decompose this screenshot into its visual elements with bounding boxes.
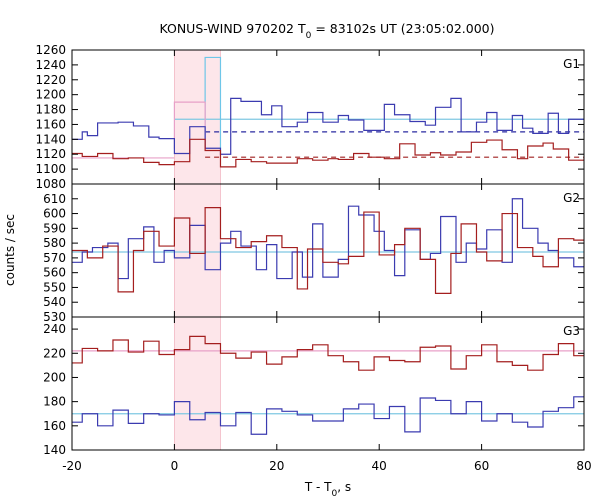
y-tick-label: 180 bbox=[43, 395, 66, 409]
y-tick-label: 1080 bbox=[35, 177, 66, 191]
series-step-line bbox=[72, 97, 584, 155]
y-tick-label: 560 bbox=[43, 266, 66, 280]
panel-g1-data bbox=[72, 56, 584, 168]
y-tick-label: 540 bbox=[43, 295, 66, 309]
series-step-line bbox=[72, 207, 584, 294]
peak-step bbox=[173, 101, 206, 150]
panel-label: G3 bbox=[563, 324, 580, 338]
x-axis-label: T - T0, s bbox=[304, 480, 351, 499]
y-tick-label: 1240 bbox=[35, 58, 66, 72]
x-tick-label: -20 bbox=[62, 459, 82, 473]
highlight-interval bbox=[173, 49, 221, 451]
x-axis-label-prefix: T - T bbox=[304, 480, 332, 494]
chart-title-subscript: 0 bbox=[306, 31, 312, 41]
y-tick-label: 1160 bbox=[35, 117, 66, 131]
panel-label: G1 bbox=[563, 57, 580, 71]
y-tick-label: 1120 bbox=[35, 147, 66, 161]
plot-area: 1080110011201140116011801200122012401260… bbox=[35, 43, 591, 473]
chart-title: KONUS-WIND 970202 T0 = 83102s UT (23:05:… bbox=[159, 21, 494, 41]
x-axis-label-subscript: 0 bbox=[332, 489, 338, 499]
series-step-line bbox=[72, 396, 584, 435]
x-tick-label: 80 bbox=[576, 459, 591, 473]
y-tick-label: 1220 bbox=[35, 73, 66, 87]
y-tick-label: 590 bbox=[43, 221, 66, 235]
y-tick-label: 580 bbox=[43, 236, 66, 250]
series-step-line bbox=[72, 335, 584, 371]
y-tick-label: 600 bbox=[43, 207, 66, 221]
y-tick-label: 240 bbox=[43, 322, 66, 336]
x-tick-label: 60 bbox=[474, 459, 489, 473]
y-tick-label: 530 bbox=[43, 310, 66, 324]
y-tick-label: 160 bbox=[43, 419, 66, 433]
x-tick-label: 20 bbox=[269, 459, 284, 473]
series-step-line bbox=[72, 198, 584, 280]
y-tick-label: 610 bbox=[43, 192, 66, 206]
y-tick-label: 1100 bbox=[35, 162, 66, 176]
chart-title-prefix: KONUS-WIND 970202 T bbox=[159, 21, 305, 36]
y-tick-label: 200 bbox=[43, 370, 66, 384]
series-step-line bbox=[72, 138, 584, 168]
y-tick-label: 1140 bbox=[35, 132, 66, 146]
panel-g3-data bbox=[72, 335, 584, 435]
y-tick-label: 1200 bbox=[35, 88, 66, 102]
y-tick-label: 1180 bbox=[35, 103, 66, 117]
chart-title-suffix: = 83102s UT (23:05:02.000) bbox=[311, 21, 494, 36]
y-tick-label: 220 bbox=[43, 346, 66, 360]
y-axis-label: counts / sec bbox=[3, 214, 17, 286]
x-tick-label: 0 bbox=[171, 459, 179, 473]
panel-label: G2 bbox=[563, 191, 580, 205]
y-tick-label: 550 bbox=[43, 280, 66, 294]
x-axis-label-suffix: , s bbox=[337, 480, 351, 494]
y-tick-label: 140 bbox=[43, 443, 66, 457]
y-tick-label: 1260 bbox=[35, 43, 66, 57]
x-tick-label: 40 bbox=[372, 459, 387, 473]
y-tick-label: 570 bbox=[43, 251, 66, 265]
panel-g2-data bbox=[72, 198, 584, 294]
panel-frame bbox=[71, 316, 585, 451]
